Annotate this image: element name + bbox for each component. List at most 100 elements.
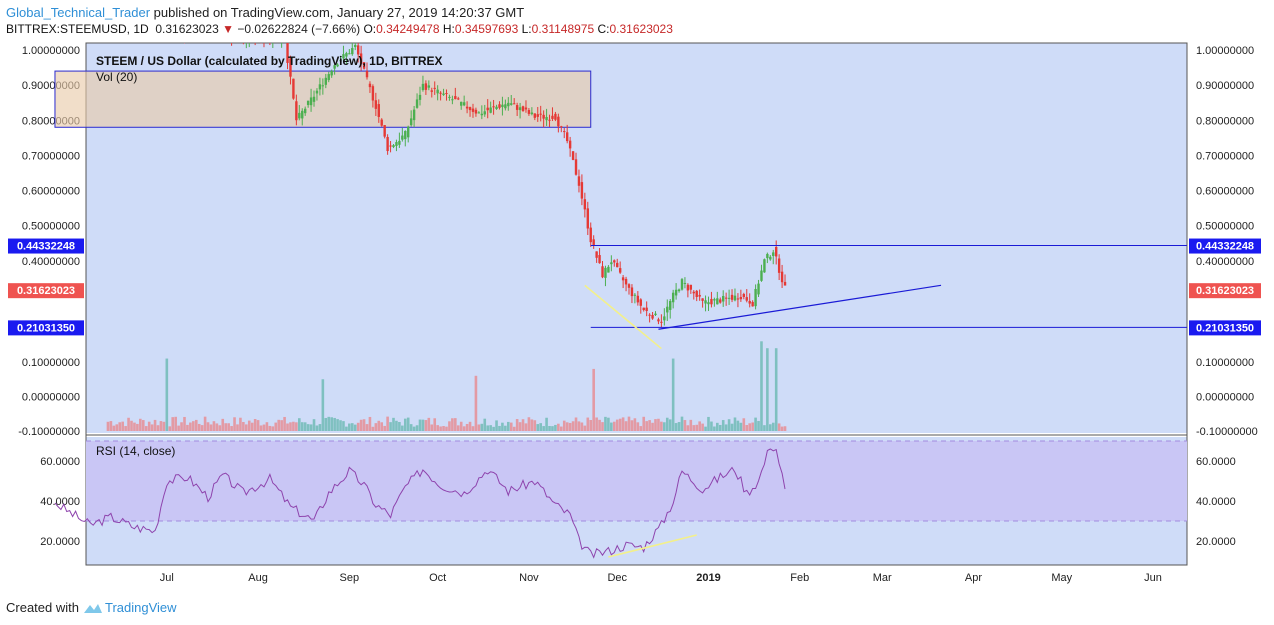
candle-body — [298, 112, 301, 119]
candle-body — [783, 281, 787, 286]
candle-body — [563, 131, 566, 133]
down-arrow-icon: ▼ — [222, 22, 234, 36]
x-tick: Mar — [873, 572, 892, 584]
volume-bar — [303, 422, 307, 431]
candle-body — [383, 125, 386, 137]
price-label-right — [1189, 320, 1261, 336]
volume-bar — [612, 421, 616, 431]
author-name[interactable]: Global_Technical_Trader — [6, 5, 151, 20]
candle-body — [639, 299, 642, 306]
candle-body — [686, 284, 690, 291]
volume-bar — [651, 422, 654, 431]
candle-body — [201, 36, 203, 38]
candle-body — [530, 112, 534, 115]
candle-body — [163, 29, 165, 30]
volume-bar — [630, 420, 634, 431]
volume-bar — [642, 416, 646, 431]
candle-body — [486, 107, 489, 111]
volume-bar — [350, 423, 354, 431]
candle-body — [583, 199, 587, 210]
candle-body — [248, 39, 250, 40]
candle-body — [430, 90, 433, 92]
volume-bar — [718, 424, 722, 431]
candle-body — [157, 29, 159, 34]
volume-bar — [368, 416, 372, 431]
candle-body — [471, 108, 475, 112]
rsi-divergence-line — [608, 534, 697, 558]
candle-body — [610, 262, 613, 265]
volume-bar — [495, 420, 498, 431]
candle-body — [483, 111, 486, 115]
volume-bar — [106, 421, 110, 431]
candle-body — [312, 96, 316, 102]
symbol-label: BITTREX:STEEMUSD, 1D — [6, 22, 149, 36]
candle-body — [219, 34, 221, 36]
candle-body — [704, 300, 707, 304]
candle-body — [595, 251, 598, 258]
volume-bar — [133, 422, 136, 431]
candle-body — [351, 48, 354, 55]
candle-body — [145, 29, 147, 32]
last-price: 0.31623023 — [155, 22, 219, 36]
volume-bar — [448, 421, 451, 431]
volume-bar — [574, 417, 578, 431]
volume-bar — [509, 422, 513, 431]
volume-bar — [171, 417, 175, 431]
candle-body — [169, 34, 171, 35]
candle-body — [225, 33, 227, 39]
candle-body — [772, 252, 775, 256]
open-label: O: — [363, 22, 377, 36]
volume-bar — [130, 420, 133, 431]
volume-bar — [150, 424, 154, 431]
candle-body — [216, 33, 218, 35]
candle-body — [415, 99, 419, 108]
candle-body — [722, 295, 725, 302]
volume-bar — [760, 341, 763, 431]
candle-body — [230, 35, 232, 40]
candle-body — [586, 208, 589, 229]
price-label-right-text: 0.31623023 — [1196, 285, 1254, 297]
candle-body — [465, 106, 469, 109]
volume-bar — [692, 425, 696, 431]
y-tick-right: 1.00000000 — [1196, 45, 1254, 57]
volume-bar — [289, 422, 292, 431]
candle-body — [139, 28, 141, 30]
volume-bar — [680, 416, 684, 431]
y-tick-left: 0.40000000 — [22, 256, 80, 268]
volume-bar — [353, 424, 357, 431]
volume-bar — [295, 422, 298, 431]
volume-bar — [421, 419, 425, 431]
volume-bar — [501, 422, 504, 431]
volume-bar — [780, 426, 784, 431]
candle-body — [457, 98, 460, 100]
volume-bar — [739, 422, 743, 431]
candle-body — [245, 34, 247, 40]
candle-body — [377, 104, 380, 117]
candle-body — [757, 283, 760, 295]
rsi-tick-left: 20.0000 — [40, 536, 80, 548]
candle-body — [327, 74, 330, 81]
price-label-right — [1189, 238, 1261, 254]
volume-bar — [468, 421, 472, 431]
candle-body — [512, 103, 516, 105]
volume-bar — [406, 417, 410, 431]
open-value: 0.34249478 — [376, 22, 440, 36]
volume-bar — [648, 420, 651, 431]
volume-bar — [554, 424, 557, 431]
candle-body — [448, 96, 451, 98]
candle-body — [142, 31, 144, 32]
tradingview-brand[interactable]: TradingView — [104, 600, 177, 615]
candle-body — [404, 130, 407, 140]
candle-body — [654, 313, 657, 316]
candle-body — [254, 36, 256, 41]
candle-body — [548, 119, 551, 121]
volume-bar — [583, 425, 587, 431]
candle-body — [204, 34, 206, 35]
volume-bar — [757, 420, 760, 431]
candle-body — [695, 290, 698, 297]
candle-body — [177, 32, 179, 36]
y-tick-left: 0.60000000 — [22, 186, 80, 198]
price-label-left — [8, 283, 84, 299]
candle-body — [365, 71, 369, 78]
